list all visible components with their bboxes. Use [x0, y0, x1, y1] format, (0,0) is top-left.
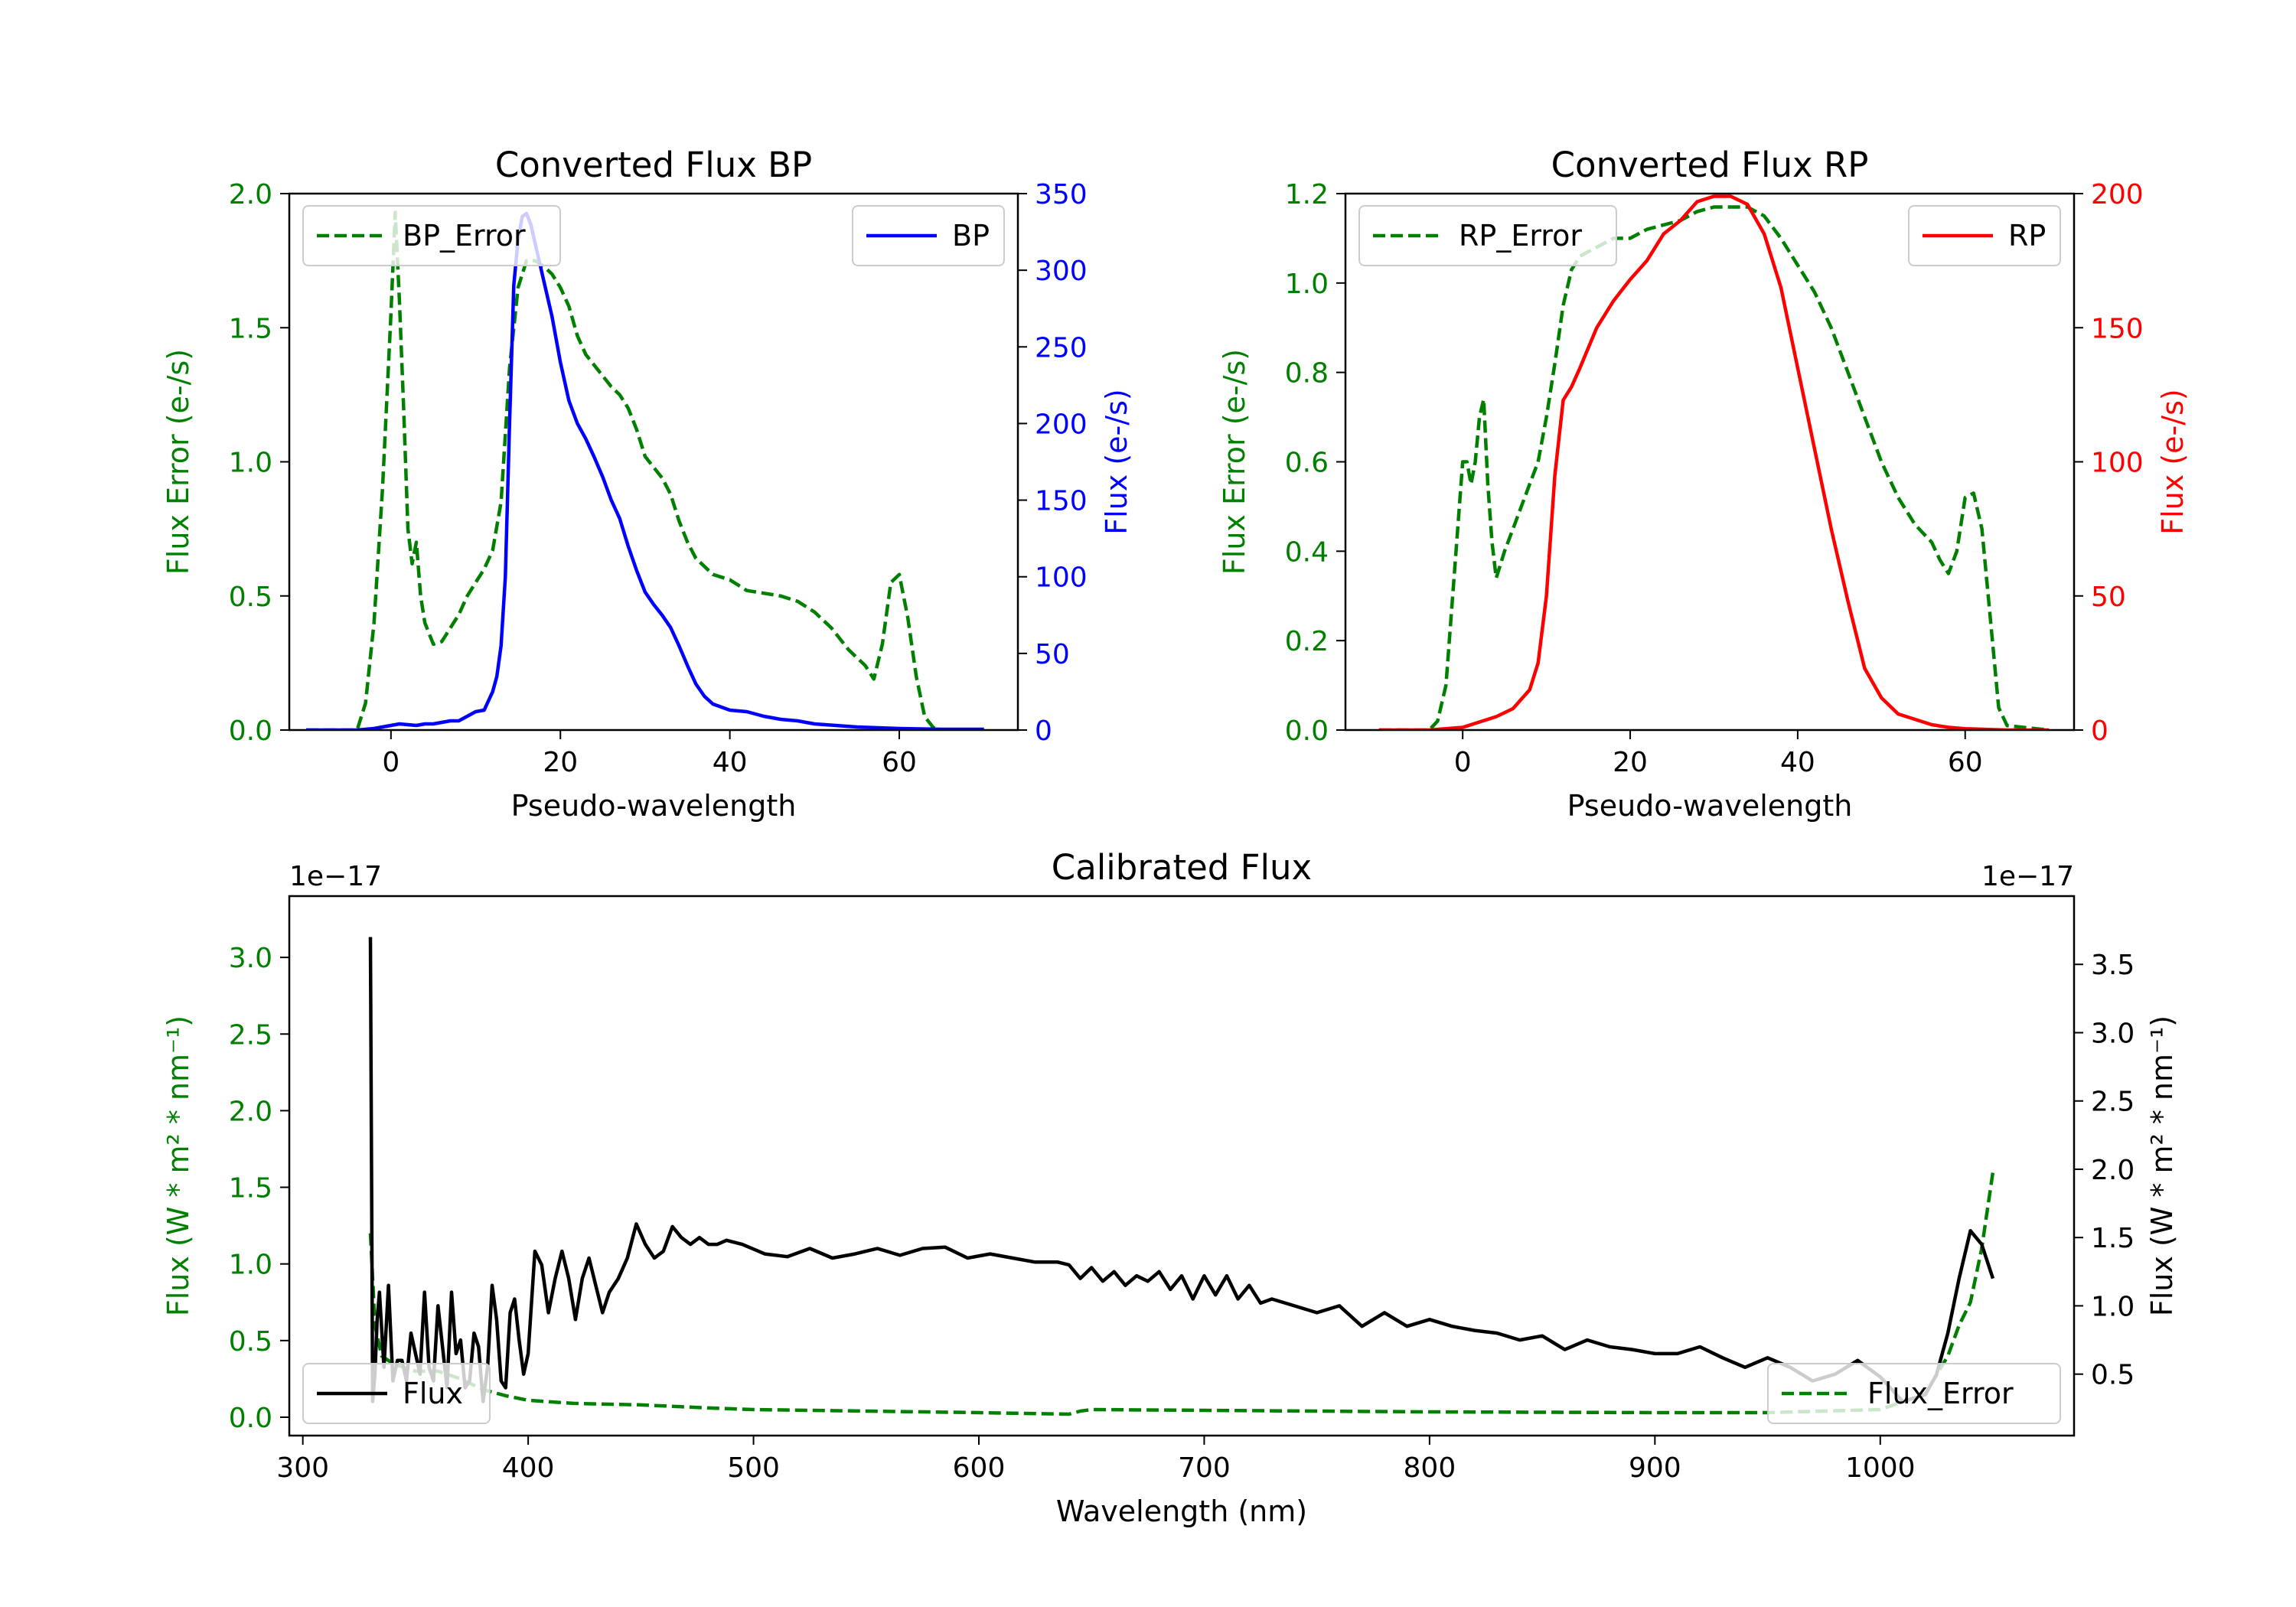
y-left-tick-label: 0.8	[1285, 358, 1329, 390]
x-tick-label: 0	[1454, 747, 1472, 778]
x-tick-label: 700	[1178, 1452, 1231, 1484]
y-left-tick-label: 1.5	[229, 1173, 272, 1204]
series-line-rp-error	[1378, 205, 2050, 730]
x-tick-label: 20	[1613, 747, 1648, 778]
y-left-tick-label: 0.0	[229, 1403, 272, 1434]
legend-bp: BP	[852, 205, 1005, 266]
legend-box	[1767, 1363, 2061, 1424]
y-right-tick-label: 1.5	[2091, 1223, 2135, 1254]
legend-box	[302, 1363, 491, 1424]
y-left-tick-label: 2.5	[229, 1019, 272, 1051]
y-right-tick-label: 150	[1035, 486, 1088, 517]
x-tick-label: 1000	[1845, 1452, 1916, 1484]
x-tick-label: 0	[382, 747, 400, 778]
y-right-tick-label: 200	[1035, 409, 1088, 440]
chart-title: Converted Flux RP	[1551, 145, 1869, 185]
y-left-tick-label: 3.0	[229, 943, 272, 974]
legend-label: RP_Error	[1459, 219, 1582, 253]
legend-flux-error: Flux_Error	[1767, 1363, 2061, 1424]
legend-bp-error: BP_Error	[302, 205, 561, 266]
chart-rp: Converted Flux RP 0 20 40 60 Pseudo-wavelengt…	[1218, 145, 2190, 823]
x-axis-label: Pseudo-wavelength	[511, 789, 797, 823]
y-left-tick-label: 0.2	[1285, 626, 1329, 657]
x-axis-label: Pseudo-wavelength	[1567, 789, 1853, 823]
y-right-tick-label: 150	[2091, 313, 2144, 344]
legend-rp-error: RP_Error	[1358, 205, 1617, 266]
y-right-tick-label: 350	[1035, 179, 1088, 210]
legend-label: RP	[2008, 219, 2046, 253]
x-tick-label: 600	[953, 1452, 1006, 1484]
y-right-tick-label: 0	[2091, 715, 2108, 747]
y-left-tick-label: 1.0	[229, 1250, 272, 1281]
y-left-tick-label: 0.5	[229, 582, 272, 613]
y-right-tick-label: 1.0	[2091, 1291, 2135, 1322]
legend-rp: RP	[1908, 205, 2061, 266]
legend-box	[1358, 205, 1617, 266]
chart-title: Calibrated Flux	[1052, 847, 1312, 888]
y-right-tick-label: 200	[2091, 179, 2144, 210]
x-tick-label: 800	[1404, 1452, 1456, 1484]
x-axis-label: Wavelength (nm)	[1056, 1495, 1307, 1528]
legend-label: BP	[952, 219, 990, 253]
plot-frame	[288, 895, 2076, 1437]
y-left-tick-label: 2.0	[229, 1096, 272, 1127]
x-tick-label: 40	[713, 747, 748, 778]
y-left-tick-label: 2.0	[229, 179, 272, 210]
plot-frame	[1344, 192, 2076, 732]
x-tick-label: 60	[882, 747, 917, 778]
series-line-bp-error	[306, 210, 984, 730]
y-left-tick-label: 0.0	[229, 715, 272, 747]
x-tick-label: 60	[1948, 747, 1983, 778]
y-left-axis-label: Flux Error (e-/s)	[1218, 349, 1251, 575]
y-right-axis-label: Flux (W * m² * nm⁻¹)	[2145, 1015, 2179, 1316]
y-left-tick-label: 1.0	[1285, 269, 1329, 300]
legend-label: BP_Error	[403, 219, 526, 253]
chart-title: Converted Flux BP	[495, 145, 812, 185]
y-left-tick-label: 0.6	[1285, 448, 1329, 479]
legend-box	[302, 205, 561, 266]
chart-calibrated: Calibrated Flux 300 400 500 600 700 800 900 1000…	[161, 847, 2179, 1528]
chart-bp: Converted Flux BP 0 20 40 60 Pseudo-wavelengt…	[161, 145, 1133, 823]
series-line-bp	[306, 211, 984, 730]
x-tick-label: 400	[502, 1452, 555, 1484]
x-tick-label: 40	[1780, 747, 1815, 778]
y-left-tick-label: 1.5	[229, 313, 272, 344]
y-right-axis-label: Flux (e-/s)	[2156, 389, 2190, 534]
y-right-tick-label: 2.0	[2091, 1155, 2135, 1186]
y-right-tick-label: 0	[1035, 715, 1052, 747]
y-left-axis-label: Flux Error (e-/s)	[161, 349, 195, 575]
x-tick-label: 900	[1629, 1452, 1681, 1484]
y-right-axis-label: Flux (e-/s)	[1100, 389, 1133, 534]
y-right-tick-label: 100	[1035, 562, 1088, 594]
series-line-flux	[368, 937, 1995, 1403]
y-right-tick-label: 50	[1035, 639, 1070, 670]
y-right-tick-label: 0.5	[2091, 1360, 2135, 1391]
x-tick-label: 20	[543, 747, 578, 778]
y-right-tick-label: 3.5	[2091, 950, 2135, 981]
y-right-tick-label: 300	[1035, 256, 1088, 287]
y-left-axis-label: Flux (W * m² * nm⁻¹)	[161, 1015, 195, 1316]
x-tick-label: 500	[727, 1452, 780, 1484]
y-left-tick-label: 0.4	[1285, 536, 1329, 568]
y-right-tick-label: 3.0	[2091, 1018, 2135, 1049]
y-left-tick-label: 0.0	[1285, 715, 1329, 747]
y-right-tick-label: 250	[1035, 332, 1088, 363]
legend-flux: Flux	[302, 1363, 491, 1424]
y-right-offset-label: 1e−17	[1981, 861, 2074, 892]
legend-label: Flux_Error	[1867, 1377, 2014, 1410]
y-left-tick-label: 0.5	[229, 1326, 272, 1358]
x-tick-label: 300	[276, 1452, 329, 1484]
y-right-tick-label: 50	[2091, 582, 2126, 613]
y-right-tick-label: 100	[2091, 448, 2144, 479]
series-line-rp	[1378, 194, 2050, 730]
y-left-tick-label: 1.0	[229, 448, 272, 479]
y-left-offset-label: 1e−17	[289, 861, 382, 892]
y-right-tick-label: 2.5	[2091, 1087, 2135, 1118]
plot-frame	[288, 192, 1019, 732]
legend-label: Flux	[403, 1377, 463, 1410]
y-left-tick-label: 1.2	[1285, 179, 1329, 210]
